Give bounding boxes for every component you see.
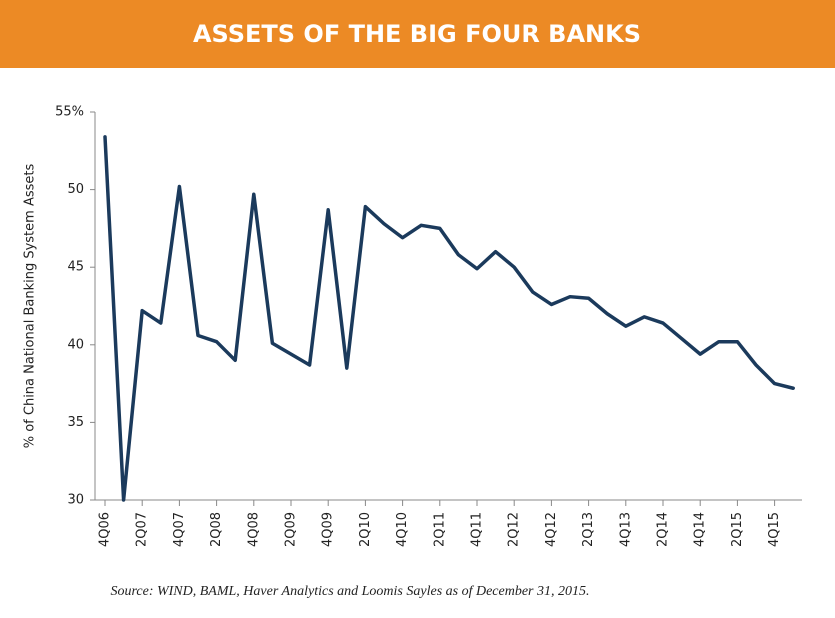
y-tick-label: 45 [67,260,84,275]
y-tick-label: 55% [55,105,84,120]
x-tick-label: 4Q07 [172,512,187,547]
x-tick-label: 4Q15 [767,512,782,547]
y-tick-label: 50 [67,182,84,197]
x-tick-label: 2Q07 [135,512,150,547]
x-tick-label: 2Q13 [581,512,596,547]
x-tick-label: 2Q09 [284,512,299,547]
x-tick-label: 2Q08 [209,512,224,547]
y-tick-label: 30 [67,493,84,508]
x-tick-label: 2Q15 [730,512,745,547]
x-tick-label: 4Q13 [618,512,633,547]
x-tick-label: 2Q12 [507,512,522,547]
x-tick-label: 4Q14 [693,512,708,547]
y-tick-label: 40 [67,337,84,352]
y-axis-title: % of China National Banking System Asset… [23,164,38,449]
header-band [0,0,835,68]
x-tick-label: 4Q09 [321,512,336,547]
data-line [103,135,795,502]
source-note: Source: WIND, BAML, Haver Analytics and … [110,584,589,599]
chart-title: ASSETS OF THE BIG FOUR BANKS [193,20,641,48]
x-tick-label: 4Q06 [98,512,113,547]
x-tick-label: 2Q10 [358,512,373,547]
x-tick-label: 4Q08 [246,512,261,547]
x-tick-label: 4Q10 [395,512,410,547]
y-tick-label: 35 [67,415,84,430]
x-tick-label: 2Q11 [432,512,447,547]
x-tick-label: 2Q14 [656,512,671,547]
x-tick-label: 4Q12 [544,512,559,547]
x-tick-label: 4Q11 [470,512,485,547]
